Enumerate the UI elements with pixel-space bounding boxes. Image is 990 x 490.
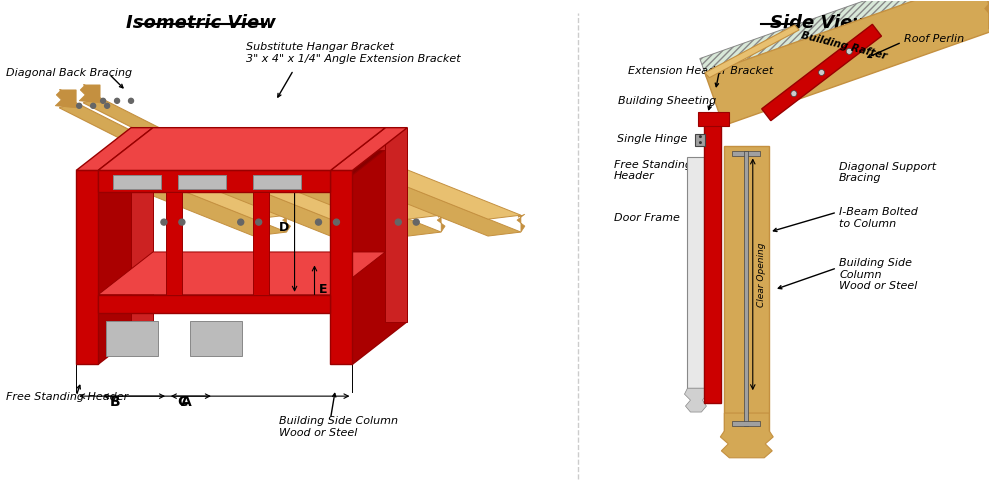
Bar [113,175,161,189]
Circle shape [91,103,96,108]
Bar [106,320,158,356]
Circle shape [791,91,797,97]
Text: Single Hinge: Single Hinge [617,134,687,144]
Polygon shape [109,157,142,178]
Circle shape [76,103,81,108]
Polygon shape [59,103,228,184]
Polygon shape [700,0,981,78]
Polygon shape [98,149,385,192]
Text: Building Sheeting: Building Sheeting [618,96,716,106]
Polygon shape [684,388,708,412]
Polygon shape [761,24,881,121]
Text: Substitute Hangar Bracket
3" x 4" x 1/4" Angle Extension Bracket: Substitute Hangar Bracket 3" x 4" x 1/4"… [246,42,460,64]
Polygon shape [131,128,153,321]
Polygon shape [985,0,990,29]
Polygon shape [98,294,331,313]
Polygon shape [83,98,251,179]
Polygon shape [76,128,153,171]
Polygon shape [186,157,363,219]
Polygon shape [263,174,442,236]
Text: Free Standing Header: Free Standing Header [6,392,129,402]
Circle shape [699,135,702,138]
Circle shape [413,219,419,225]
Polygon shape [705,25,799,78]
Polygon shape [263,157,297,178]
Circle shape [699,141,702,144]
Text: Building Rafter: Building Rafter [800,30,888,62]
Polygon shape [359,214,367,232]
Bar [705,118,722,403]
Circle shape [255,219,261,225]
Text: Building Side
Column
Wood or Steel: Building Side Column Wood or Steel [840,258,918,292]
Polygon shape [109,174,286,236]
Polygon shape [352,128,407,365]
Polygon shape [98,171,331,192]
Circle shape [179,219,185,225]
Circle shape [334,219,340,225]
Bar [687,157,705,388]
Polygon shape [166,192,182,294]
Polygon shape [282,214,291,232]
Polygon shape [385,128,407,321]
Polygon shape [517,214,525,232]
Polygon shape [98,252,385,294]
Polygon shape [331,128,407,171]
Polygon shape [76,171,98,365]
Circle shape [819,70,825,75]
Bar [733,421,760,426]
Text: E: E [319,283,327,296]
Text: C: C [177,395,187,409]
Circle shape [115,98,120,103]
Text: Building Side Column
Wood or Steel: Building Side Column Wood or Steel [278,416,398,438]
Text: Clear Opening: Clear Opening [756,242,765,307]
Bar [252,175,301,189]
Circle shape [316,219,322,225]
Polygon shape [344,157,376,178]
Polygon shape [98,128,153,365]
Text: A: A [180,395,191,409]
Text: Extension Header Bracket: Extension Header Bracket [628,66,773,76]
Circle shape [129,98,134,103]
Text: Side View: Side View [769,14,868,32]
Bar [725,146,769,431]
Text: Diagonal Support
Bracing: Diagonal Support Bracing [840,162,937,183]
Polygon shape [331,171,352,365]
Polygon shape [344,157,521,219]
Text: Roof Perlin: Roof Perlin [904,34,964,44]
Polygon shape [186,174,363,236]
Circle shape [161,219,167,225]
Polygon shape [344,174,521,236]
Text: Free Standing
Header: Free Standing Header [614,160,692,181]
Bar [744,150,748,426]
Bar [698,112,730,125]
Text: B: B [110,395,121,409]
Text: D: D [279,221,290,234]
Circle shape [395,219,401,225]
Text: Diagonal Back Bracing: Diagonal Back Bracing [6,68,133,78]
Polygon shape [55,90,76,108]
Polygon shape [153,128,385,149]
Polygon shape [721,413,773,458]
Polygon shape [252,192,268,294]
Circle shape [238,219,244,225]
Polygon shape [263,157,442,219]
Polygon shape [705,0,990,125]
Circle shape [105,103,110,108]
Circle shape [101,98,106,103]
Bar [190,320,242,356]
Bar [695,134,706,146]
Polygon shape [98,128,385,171]
Text: Door Frame: Door Frame [614,213,679,223]
Circle shape [846,49,852,54]
Bar [733,150,760,155]
Bar [178,175,226,189]
Text: I-Beam Bolted
to Column: I-Beam Bolted to Column [840,207,918,229]
Polygon shape [186,157,219,178]
Polygon shape [438,214,446,232]
Polygon shape [109,157,286,219]
Polygon shape [79,85,100,103]
Text: Isometric View: Isometric View [126,14,276,32]
